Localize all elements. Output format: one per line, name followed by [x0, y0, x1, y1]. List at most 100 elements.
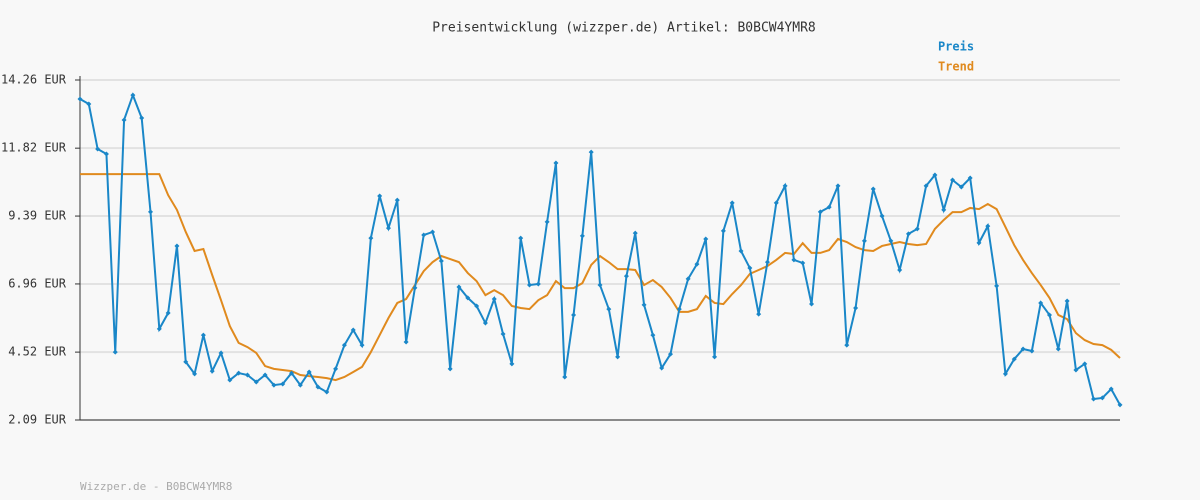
- point-marker: [941, 207, 947, 213]
- point-marker: [1029, 348, 1035, 354]
- point-marker: [482, 320, 488, 326]
- point-marker: [720, 228, 726, 234]
- point-marker: [1064, 298, 1070, 304]
- point-marker: [385, 225, 391, 231]
- point-marker: [192, 371, 198, 377]
- point-marker: [685, 276, 691, 282]
- point-marker: [571, 312, 577, 318]
- point-marker: [130, 92, 136, 98]
- point-marker: [1055, 346, 1061, 352]
- point-marker: [950, 177, 956, 183]
- point-marker: [280, 381, 286, 387]
- point-marker: [315, 384, 321, 390]
- point-marker: [905, 231, 911, 237]
- point-marker: [341, 342, 347, 348]
- y-tick-label: 6.96 EUR: [8, 276, 67, 290]
- point-marker: [139, 115, 145, 121]
- point-marker: [200, 332, 206, 338]
- point-marker: [553, 160, 559, 166]
- point-marker: [650, 332, 656, 338]
- point-marker: [1046, 312, 1052, 318]
- point-marker: [236, 370, 242, 376]
- point-marker: [412, 285, 418, 291]
- point-marker: [324, 389, 330, 395]
- point-marker: [668, 351, 674, 357]
- point-marker: [377, 193, 383, 199]
- chart-title: Preisentwicklung (wizzper.de) Artikel: B…: [432, 21, 816, 36]
- point-marker: [350, 327, 356, 333]
- point-marker: [526, 282, 532, 288]
- point-marker: [271, 382, 277, 388]
- point-marker: [1082, 361, 1088, 367]
- legend-label: Preis: [938, 40, 974, 54]
- point-marker: [430, 229, 436, 235]
- y-tick-label: 9.39 EUR: [8, 209, 67, 223]
- point-marker: [438, 258, 444, 264]
- point-marker: [1020, 346, 1026, 352]
- point-marker: [209, 368, 215, 374]
- point-marker: [914, 226, 920, 232]
- point-marker: [729, 200, 735, 206]
- point-marker: [421, 232, 427, 238]
- point-marker: [826, 204, 832, 210]
- point-marker: [861, 238, 867, 244]
- point-marker: [262, 372, 268, 378]
- point-marker: [121, 117, 127, 123]
- y-tick-label: 11.82 EUR: [1, 141, 67, 155]
- point-marker: [447, 366, 453, 372]
- point-marker: [156, 326, 162, 332]
- point-marker: [544, 219, 550, 225]
- point-marker: [923, 183, 929, 189]
- point-marker: [297, 382, 303, 388]
- point-marker: [183, 359, 189, 365]
- y-tick-label: 14.26 EUR: [1, 73, 67, 87]
- point-marker: [77, 96, 83, 102]
- point-marker: [615, 354, 621, 360]
- point-marker: [817, 209, 823, 215]
- point-marker: [632, 230, 638, 236]
- point-marker: [500, 331, 506, 337]
- point-marker: [535, 281, 541, 287]
- point-marker: [932, 172, 938, 178]
- point-marker: [1011, 356, 1017, 362]
- point-marker: [791, 257, 797, 263]
- point-marker: [403, 339, 409, 345]
- point-marker: [588, 149, 594, 155]
- point-marker: [738, 248, 744, 254]
- point-marker: [1108, 386, 1114, 392]
- point-marker: [809, 301, 815, 307]
- point-marker: [879, 213, 885, 219]
- point-marker: [659, 365, 665, 371]
- point-marker: [491, 296, 497, 302]
- point-marker: [712, 354, 718, 360]
- point-marker: [967, 175, 973, 181]
- point-marker: [1117, 402, 1123, 408]
- point-marker: [456, 284, 462, 290]
- point-marker: [103, 151, 109, 157]
- point-marker: [579, 233, 585, 239]
- point-marker: [958, 184, 964, 190]
- point-marker: [1002, 371, 1008, 377]
- point-marker: [773, 200, 779, 206]
- point-marker: [756, 311, 762, 317]
- point-marker: [844, 342, 850, 348]
- point-marker: [474, 303, 480, 309]
- legend-label: Trend: [938, 60, 974, 74]
- point-marker: [148, 209, 154, 215]
- point-marker: [597, 282, 603, 288]
- point-marker: [897, 267, 903, 273]
- point-marker: [976, 240, 982, 246]
- point-marker: [835, 183, 841, 189]
- point-marker: [218, 350, 224, 356]
- point-marker: [641, 302, 647, 308]
- point-marker: [359, 342, 365, 348]
- point-marker: [518, 235, 524, 241]
- footer: Wizzper.de - B0BCW4YMR8: [80, 480, 232, 493]
- point-marker: [465, 295, 471, 301]
- point-marker: [1038, 300, 1044, 306]
- point-marker: [227, 377, 233, 383]
- point-marker: [394, 197, 400, 203]
- point-marker: [676, 306, 682, 312]
